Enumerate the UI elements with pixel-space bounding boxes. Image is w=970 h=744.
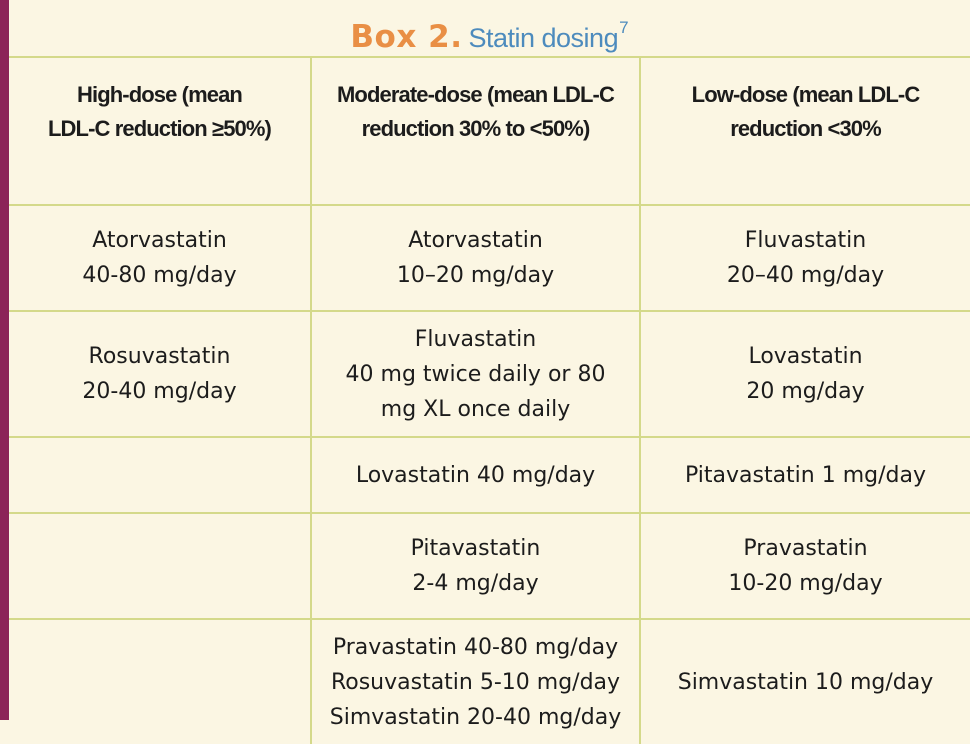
cell-line: Pitavastatin (410, 536, 541, 561)
cell-low-dose: Lovastatin 20 mg/day (639, 310, 970, 438)
header-high-dose: High-dose (mean LDL-C reduction ≥50%) (9, 58, 312, 206)
cell-line: Pitavastatin 1 mg/day (684, 462, 926, 488)
cell-line: Simvastatin 20-40 mg/day (329, 704, 622, 730)
table-row: Rosuvastatin 20-40 mg/day Fluvastatin 40… (9, 310, 970, 438)
cell-line: Atorvastatin (92, 228, 227, 253)
reference-superscript: 7 (619, 18, 629, 37)
table-row: Lovastatin 40 mg/day Pitavastatin 1 mg/d… (9, 436, 970, 514)
statin-dosing-table: High-dose (mean LDL-C reduction ≥50%) Mo… (9, 58, 970, 744)
cell-line: 40 mg twice daily or 80 (345, 361, 606, 387)
cell-line: mg XL once daily (380, 396, 571, 422)
box-label: Box 2. (350, 19, 463, 55)
cell-line: 10-20 mg/day (728, 571, 883, 596)
cell-line: Pravastatin (743, 536, 868, 561)
cell-moderate-dose: Pitavastatin 2-4 mg/day (310, 512, 641, 620)
header-line: Moderate-dose (mean LDL-C (337, 82, 615, 107)
cell-high-dose-empty (9, 436, 312, 514)
cell-line: Rosuvastatin (88, 344, 231, 369)
header-line: LDL-C reduction ≥50%) (48, 116, 272, 141)
cell-line: Rosuvastatin 5-10 mg/day (330, 669, 621, 695)
cell-line: Atorvastatin (408, 228, 543, 253)
cell-line: 10–20 mg/day (396, 263, 555, 288)
table-row: Pravastatin 40-80 mg/day Rosuvastatin 5-… (9, 618, 970, 744)
cell-moderate-dose: Fluvastatin 40 mg twice daily or 80 mg X… (310, 310, 641, 438)
cell-low-dose: Simvastatin 10 mg/day (639, 618, 970, 744)
header-line: reduction <30% (730, 116, 882, 141)
header-moderate-dose: Moderate-dose (mean LDL-C reduction 30% … (310, 58, 641, 206)
header-line: High-dose (mean (77, 82, 243, 107)
cell-low-dose: Fluvastatin 20–40 mg/day (639, 204, 970, 312)
header-low-dose: Low-dose (mean LDL-C reduction <30% (639, 58, 970, 206)
cell-line: 40-80 mg/day (82, 263, 237, 288)
cell-low-dose: Pitavastatin 1 mg/day (639, 436, 970, 514)
cell-line: 2-4 mg/day (412, 571, 539, 596)
cell-moderate-dose: Lovastatin 40 mg/day (310, 436, 641, 514)
cell-high-dose-empty (9, 618, 312, 744)
header-row: High-dose (mean LDL-C reduction ≥50%) Mo… (9, 58, 970, 206)
cell-line: Lovastatin 40 mg/day (355, 462, 596, 488)
cell-moderate-dose: Atorvastatin 10–20 mg/day (310, 204, 641, 312)
cell-line: Fluvastatin (744, 228, 867, 253)
header-line: reduction 30% to <50%) (361, 116, 591, 141)
cell-line: 20 mg/day (746, 379, 865, 404)
table-row: Pitavastatin 2-4 mg/day Pravastatin 10-2… (9, 512, 970, 620)
cell-line: 20–40 mg/day (726, 263, 885, 288)
cell-line: Fluvastatin (414, 326, 537, 352)
cell-moderate-dose: Pravastatin 40-80 mg/day Rosuvastatin 5-… (310, 618, 641, 744)
cell-high-dose-empty (9, 512, 312, 620)
table-row: Atorvastatin 40-80 mg/day Atorvastatin 1… (9, 204, 970, 312)
cell-high-dose: Rosuvastatin 20-40 mg/day (9, 310, 312, 438)
statin-dosing-box: Box 2. Statin dosing7 High-dose (mean LDL… (9, 0, 970, 744)
cell-line: Simvastatin 10 mg/day (677, 669, 934, 695)
cell-line: Lovastatin (748, 344, 863, 369)
cell-line: Pravastatin 40-80 mg/day (332, 634, 619, 660)
cell-line: 20-40 mg/day (82, 379, 237, 404)
left-accent-bar (0, 0, 9, 720)
header-line: Low-dose (mean LDL-C (691, 82, 921, 107)
box-title-text: Statin dosing (468, 23, 619, 53)
cell-high-dose: Atorvastatin 40-80 mg/day (9, 204, 312, 312)
box-title: Box 2. Statin dosing7 (9, 0, 970, 58)
cell-low-dose: Pravastatin 10-20 mg/day (639, 512, 970, 620)
